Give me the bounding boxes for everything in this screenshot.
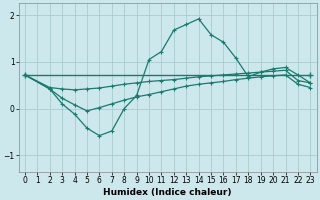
X-axis label: Humidex (Indice chaleur): Humidex (Indice chaleur) bbox=[103, 188, 232, 197]
